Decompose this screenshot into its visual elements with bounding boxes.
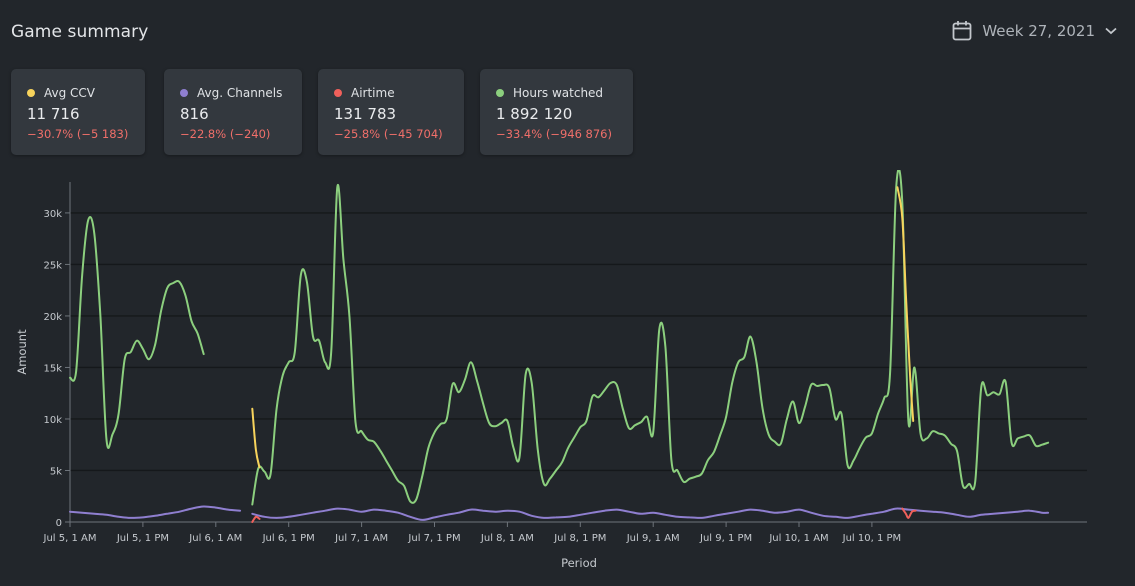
card-value: 816 xyxy=(180,105,209,123)
x-tick-label: Jul 7, 1 AM xyxy=(334,533,388,544)
card-airtime[interactable]: Airtime 131 783 −25.8% (−45 704) xyxy=(318,69,464,155)
y-axis-title: Amount xyxy=(15,329,29,375)
x-tick-label: Jul 8, 1 PM xyxy=(553,533,606,544)
x-tick-label: Jul 8, 1 AM xyxy=(480,533,534,544)
y-tick-label: 10k xyxy=(43,415,62,426)
legend-dot-avg-ccv xyxy=(27,89,35,97)
series xyxy=(69,170,1050,523)
series-line-hours-watched xyxy=(251,170,1050,506)
series-line-hours-watched xyxy=(69,216,205,449)
x-tick-label: Jul 5, 1 AM xyxy=(43,533,97,544)
y-tick-label: 0 xyxy=(56,518,62,529)
card-label: Avg CCV xyxy=(44,86,96,100)
series-line-avg-ccv xyxy=(896,186,915,422)
line-chart: 0 5k 10k 15k 20k 25k 30k Jul 5, 1 AM Jul 5, 1 PM… xyxy=(15,170,1087,570)
page-title: Game summary xyxy=(11,22,149,42)
card-change: −30.7% (−5 183) xyxy=(27,127,129,141)
card-value: 11 716 xyxy=(27,105,80,123)
card-value: 131 783 xyxy=(334,105,397,123)
card-change: −22.8% (−240) xyxy=(180,127,271,141)
week-label: Week 27, 2021 xyxy=(982,21,1095,40)
x-tick-label: Jul 6, 1 AM xyxy=(188,533,242,544)
card-avg-ccv[interactable]: Avg CCV 11 716 −30.7% (−5 183) xyxy=(11,69,145,155)
y-tick-label: 30k xyxy=(43,209,62,220)
y-tick-label: 20k xyxy=(43,312,62,323)
card-change: −25.8% (−45 704) xyxy=(334,127,443,141)
x-axis-title: Period xyxy=(561,556,597,570)
series-line-avg-ccv xyxy=(251,407,261,469)
y-tick-label: 5k xyxy=(50,466,62,477)
calendar-icon xyxy=(952,21,972,41)
x-tick-label: Jul 7, 1 PM xyxy=(407,533,460,544)
grid xyxy=(70,212,1087,472)
x-tick-label: Jul 10, 1 PM xyxy=(842,533,902,544)
series-line-airtime xyxy=(251,515,261,523)
card-value: 1 892 120 xyxy=(496,105,573,123)
x-tick-label: Jul 9, 1 PM xyxy=(699,533,752,544)
card-label: Avg. Channels xyxy=(197,86,283,100)
series-line-avg-channels xyxy=(69,505,242,519)
legend-dot-hours-watched xyxy=(496,89,504,97)
axes: 0 5k 10k 15k 20k 25k 30k Jul 5, 1 AM Jul 5, 1 PM… xyxy=(43,182,1087,544)
card-label: Hours watched xyxy=(513,86,604,100)
legend-dot-airtime xyxy=(334,89,342,97)
series-line-airtime xyxy=(901,507,917,519)
x-tick-label: Jul 5, 1 PM xyxy=(116,533,169,544)
card-change: −33.4% (−946 876) xyxy=(496,127,612,141)
chevron-down-icon xyxy=(1105,27,1117,34)
y-tick-label: 25k xyxy=(43,260,62,271)
week-selector[interactable]: Week 27, 2021 xyxy=(952,20,1117,41)
card-label: Airtime xyxy=(351,86,395,100)
y-tick-label: 15k xyxy=(43,363,62,374)
x-tick-label: Jul 9, 1 AM xyxy=(626,533,680,544)
x-tick-label: Jul 6, 1 PM xyxy=(262,533,315,544)
x-tick-label: Jul 10, 1 AM xyxy=(768,533,828,544)
series-line-avg-channels xyxy=(251,507,1050,521)
legend-dot-avg-channels xyxy=(180,89,188,97)
card-hours-watched[interactable]: Hours watched 1 892 120 −33.4% (−946 876… xyxy=(480,69,633,155)
card-avg-channels[interactable]: Avg. Channels 816 −22.8% (−240) xyxy=(164,69,302,155)
